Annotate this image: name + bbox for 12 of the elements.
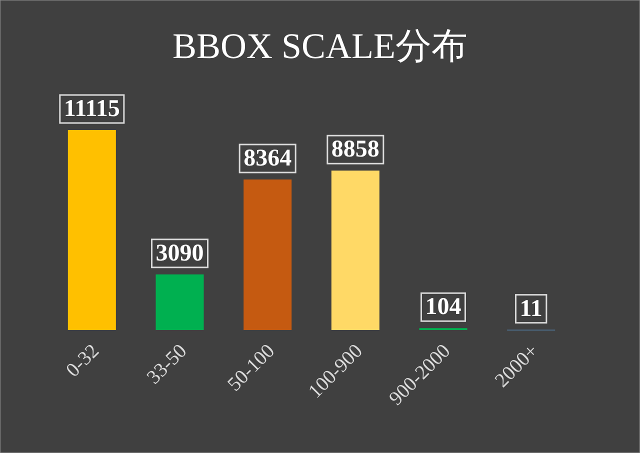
- data-label: 11115: [64, 96, 120, 122]
- data-label: 104: [425, 294, 462, 320]
- bar: [156, 274, 204, 330]
- data-label: 3090: [156, 240, 204, 266]
- chart-title: BBOX SCALE分布: [172, 26, 468, 66]
- bar: [244, 180, 292, 330]
- data-label: 8364: [244, 146, 292, 172]
- bar: [331, 170, 380, 330]
- x-tick-label: 0-32: [62, 340, 104, 382]
- data-label: 8858: [331, 136, 380, 163]
- bar: [68, 130, 116, 330]
- data-label: 11: [520, 296, 542, 322]
